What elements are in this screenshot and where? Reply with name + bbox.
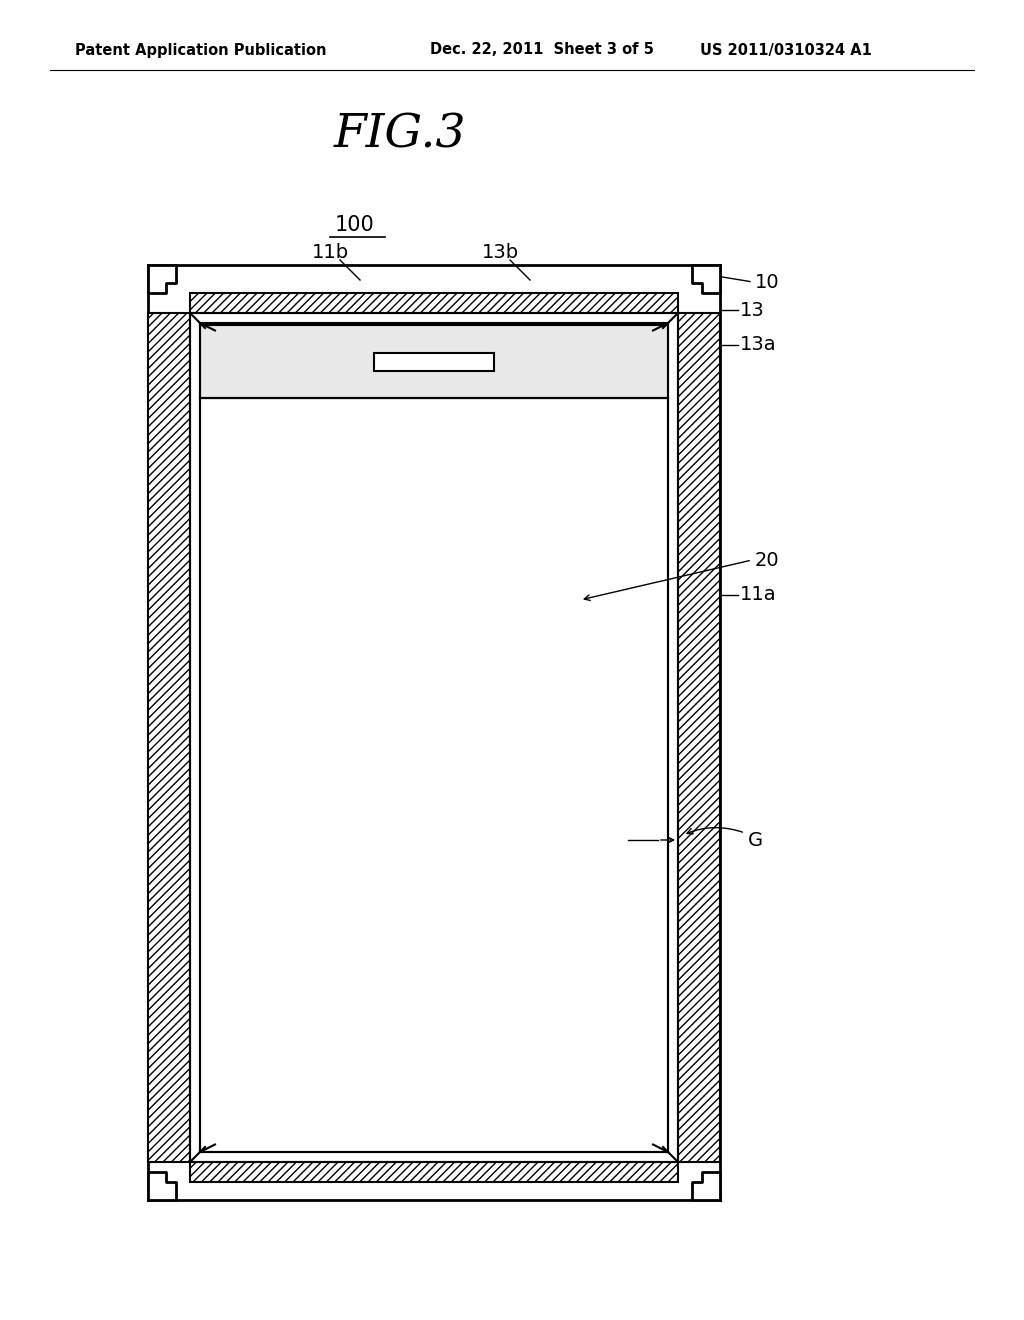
Bar xyxy=(148,265,720,1200)
Bar xyxy=(148,313,190,1162)
Text: FIG.3: FIG.3 xyxy=(334,112,466,157)
Text: 100: 100 xyxy=(335,215,375,235)
Text: 11b: 11b xyxy=(311,243,348,261)
Text: Patent Application Publication: Patent Application Publication xyxy=(75,42,327,58)
Bar xyxy=(374,352,494,371)
Text: G: G xyxy=(748,830,763,850)
Text: 10: 10 xyxy=(755,272,779,292)
Bar xyxy=(190,1162,678,1181)
Text: Dec. 22, 2011  Sheet 3 of 5: Dec. 22, 2011 Sheet 3 of 5 xyxy=(430,42,654,58)
Polygon shape xyxy=(148,265,176,293)
Bar xyxy=(190,293,678,313)
Text: 20: 20 xyxy=(755,550,779,569)
Text: US 2011/0310324 A1: US 2011/0310324 A1 xyxy=(700,42,871,58)
Polygon shape xyxy=(692,1172,720,1200)
Bar xyxy=(200,325,668,399)
Text: 13a: 13a xyxy=(740,335,776,355)
Polygon shape xyxy=(692,265,720,293)
Polygon shape xyxy=(148,1172,176,1200)
Text: 13: 13 xyxy=(740,301,765,319)
Text: 11a: 11a xyxy=(740,586,776,605)
Text: 13b: 13b xyxy=(481,243,518,261)
Bar xyxy=(200,399,668,1152)
Bar xyxy=(678,313,720,1162)
